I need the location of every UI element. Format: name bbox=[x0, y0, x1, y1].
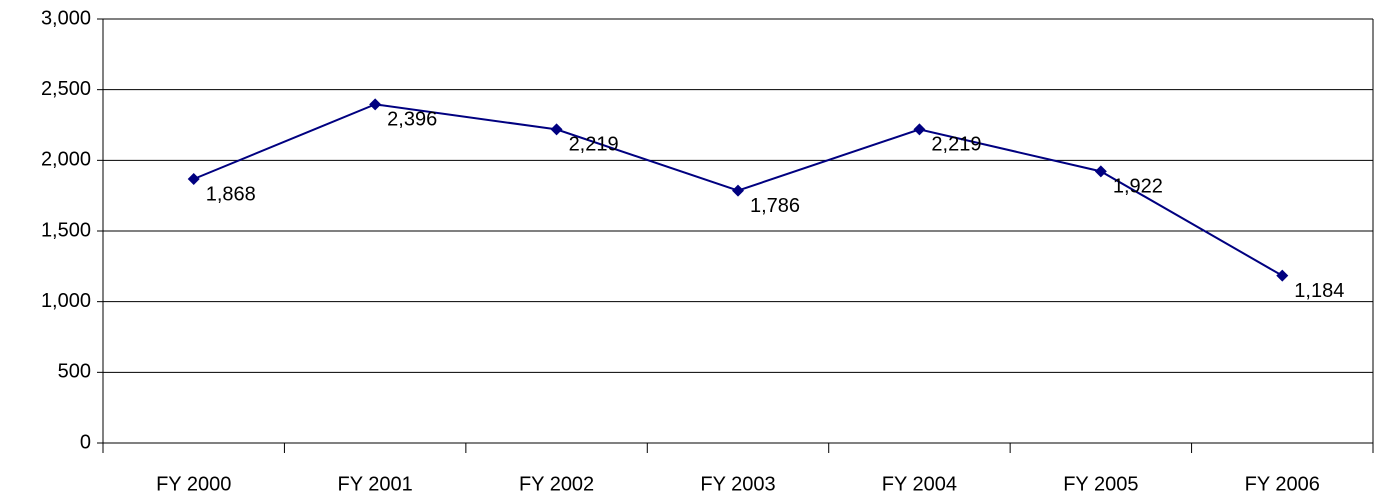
y-tick-label: 0 bbox=[80, 431, 91, 453]
y-tick-label: 2,500 bbox=[41, 78, 91, 100]
value-label: 1,922 bbox=[1113, 176, 1163, 198]
marker bbox=[732, 184, 744, 197]
x-tick-label: FY 2006 bbox=[1245, 473, 1320, 495]
value-label: 1,786 bbox=[750, 195, 800, 217]
marker bbox=[1276, 269, 1289, 282]
marker bbox=[1094, 165, 1107, 178]
x-tick-label: FY 2000 bbox=[156, 473, 231, 495]
value-label: 2,396 bbox=[387, 109, 437, 131]
y-tick-label: 2,000 bbox=[41, 149, 91, 171]
x-tick-label: FY 2003 bbox=[700, 473, 775, 495]
value-label: 1,868 bbox=[206, 183, 256, 205]
x-tick-label: FY 2001 bbox=[338, 473, 413, 495]
x-tick-label: FY 2002 bbox=[519, 473, 594, 495]
marker bbox=[550, 123, 563, 136]
value-label: 1,184 bbox=[1294, 280, 1344, 302]
y-tick-label: 3,000 bbox=[41, 7, 91, 29]
y-tick-label: 1,000 bbox=[41, 290, 91, 312]
value-label: 2,219 bbox=[931, 134, 981, 156]
y-tick-label: 500 bbox=[58, 361, 91, 383]
value-label: 2,219 bbox=[569, 134, 619, 156]
marker bbox=[369, 98, 382, 111]
y-tick-label: 1,500 bbox=[41, 219, 91, 241]
marker bbox=[187, 172, 200, 185]
x-tick-label: FY 2004 bbox=[882, 473, 957, 495]
marker bbox=[913, 123, 926, 136]
x-tick-label: FY 2005 bbox=[1063, 473, 1138, 495]
